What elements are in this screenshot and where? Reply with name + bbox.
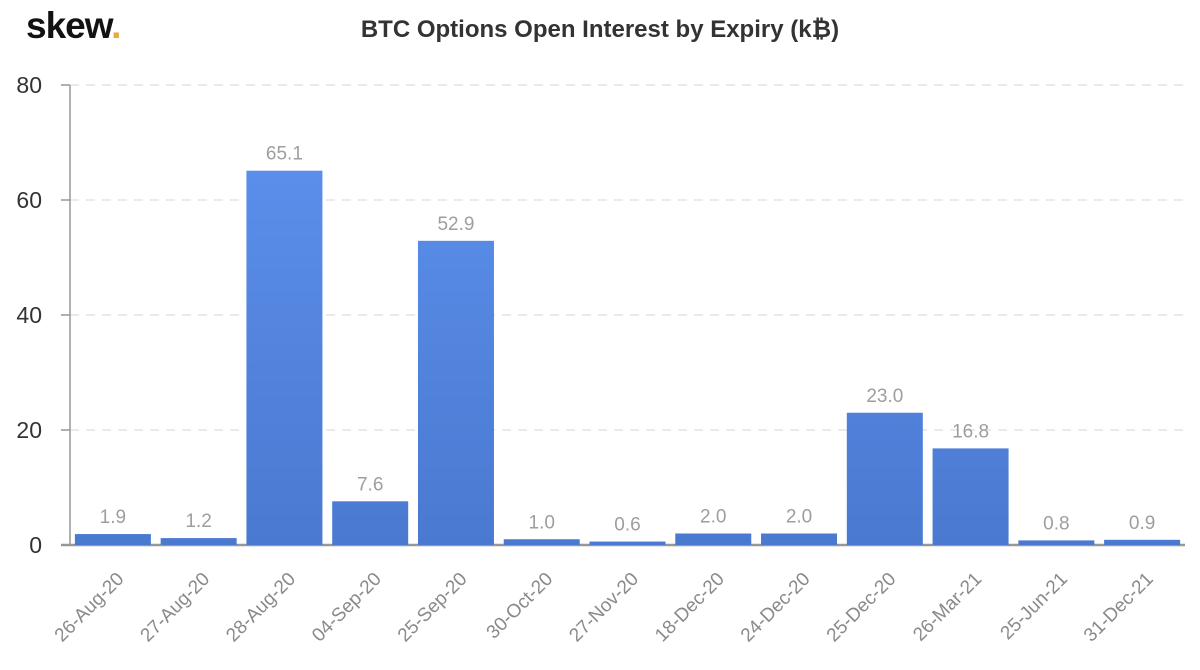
bar — [503, 539, 580, 545]
y-tick-label: 0 — [29, 532, 42, 558]
bar — [332, 501, 409, 545]
bar-value-label: 16.8 — [952, 421, 989, 442]
x-tick-label: 25-Jun-21 — [997, 569, 1072, 644]
bar-value-label: 52.9 — [437, 214, 474, 235]
bar — [1104, 539, 1181, 545]
bar — [1018, 540, 1095, 545]
bar-value-label: 65.1 — [266, 144, 303, 165]
bar-value-label: 1.0 — [529, 512, 555, 533]
bar — [417, 240, 494, 545]
y-tick-label: 40 — [16, 302, 42, 328]
x-tick-label: 27-Nov-20 — [565, 569, 643, 647]
x-tick-label: 24-Dec-20 — [737, 569, 815, 647]
bar-value-label: 7.6 — [357, 474, 383, 495]
bar-value-label: 1.2 — [185, 511, 211, 532]
x-tick-label: 31-Dec-21 — [1080, 569, 1158, 647]
logo-text: skew — [26, 5, 112, 46]
y-tick-label: 80 — [16, 72, 42, 98]
x-tick-label: 04-Sep-20 — [308, 569, 386, 647]
x-tick-label: 25-Dec-20 — [823, 569, 901, 647]
bar-value-label: 2.0 — [786, 507, 812, 528]
x-tick-label: 26-Mar-21 — [909, 569, 986, 646]
bar-value-label: 1.9 — [100, 507, 126, 528]
bar-value-label: 23.0 — [866, 386, 903, 407]
y-tick-label: 20 — [16, 417, 42, 443]
bar — [846, 412, 923, 545]
x-tick-label: 25-Sep-20 — [394, 569, 472, 647]
bar — [160, 538, 237, 545]
bar — [675, 533, 752, 545]
bar — [932, 448, 1009, 545]
x-tick-label: 28-Aug-20 — [222, 569, 300, 647]
bar-value-label: 2.0 — [700, 507, 726, 528]
bar-value-label: 0.9 — [1129, 513, 1155, 534]
bar — [589, 541, 666, 545]
x-tick-label: 30-Oct-20 — [483, 569, 558, 644]
x-tick-label: 26-Aug-20 — [51, 569, 129, 647]
bar — [761, 533, 838, 545]
y-tick-label: 60 — [16, 187, 42, 213]
x-tick-label: 18-Dec-20 — [651, 569, 729, 647]
bar — [74, 534, 151, 545]
bar — [246, 170, 323, 546]
x-tick-label: 27-Aug-20 — [137, 569, 215, 647]
skew-logo: skew. — [26, 5, 121, 47]
chart-title: BTC Options Open Interest by Expiry (k₿) — [360, 16, 840, 43]
logo-dot: . — [111, 5, 121, 46]
bar-value-label: 0.8 — [1043, 513, 1069, 534]
bar-value-label: 0.6 — [614, 515, 640, 536]
